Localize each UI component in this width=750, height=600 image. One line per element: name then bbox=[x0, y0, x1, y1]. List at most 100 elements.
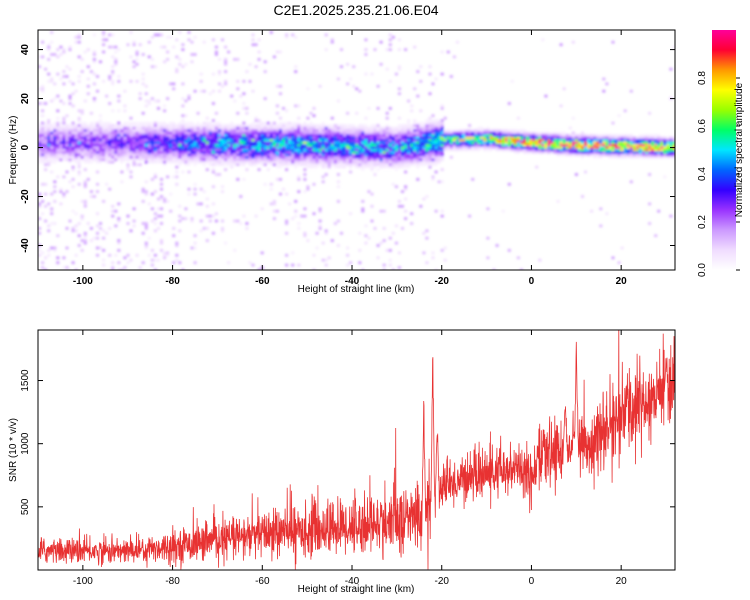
heatmap-cell bbox=[550, 134, 554, 137]
heatmap-cell bbox=[175, 183, 179, 186]
heatmap-cell bbox=[663, 175, 667, 179]
heatmap-cell bbox=[455, 141, 459, 144]
heatmap-cell bbox=[645, 148, 648, 152]
heatmap-cell bbox=[62, 151, 66, 154]
heatmap-cell bbox=[312, 212, 316, 215]
heatmap-cell bbox=[193, 89, 197, 93]
heatmap-cell bbox=[352, 153, 356, 157]
heatmap-cell bbox=[144, 151, 148, 154]
heatmap-cell bbox=[242, 163, 246, 166]
heatmap-cell bbox=[410, 143, 414, 147]
heatmap-cell bbox=[419, 158, 423, 162]
heatmap-cell bbox=[105, 134, 109, 137]
heatmap-cell bbox=[105, 160, 109, 164]
heatmap-cell bbox=[193, 153, 197, 157]
heatmap-cell bbox=[92, 195, 96, 198]
heatmap-cell bbox=[275, 178, 279, 181]
heatmap-cell bbox=[303, 136, 307, 140]
heatmap-cell bbox=[86, 65, 90, 68]
heatmap-cell bbox=[416, 153, 420, 157]
heatmap-cell bbox=[602, 138, 606, 142]
heatmap-cell bbox=[178, 261, 182, 264]
heatmap-cell bbox=[651, 156, 655, 159]
heatmap-cell bbox=[272, 156, 276, 159]
heatmap-cell bbox=[175, 138, 179, 142]
heatmap-cell bbox=[373, 143, 377, 147]
heatmap-cell bbox=[489, 136, 493, 140]
heatmap-cell bbox=[135, 153, 139, 157]
heatmap-cell bbox=[446, 50, 450, 54]
heatmap-cell bbox=[160, 124, 163, 127]
heatmap-cell bbox=[83, 146, 87, 149]
heatmap-cell bbox=[523, 134, 526, 137]
heatmap-cell bbox=[163, 129, 167, 132]
heatmap-cell bbox=[355, 148, 359, 152]
heatmap-cell bbox=[391, 143, 395, 147]
heatmap-cell bbox=[178, 134, 182, 137]
heatmap-cell bbox=[254, 134, 258, 137]
heatmap-cell bbox=[111, 70, 115, 73]
heatmap-cell bbox=[242, 158, 246, 162]
heatmap-cell bbox=[556, 138, 560, 142]
heatmap-cell bbox=[86, 143, 90, 147]
heatmap-cell bbox=[38, 217, 41, 220]
heatmap-cell bbox=[196, 158, 200, 162]
heatmap-cell bbox=[135, 143, 139, 147]
heatmap-cell bbox=[224, 146, 228, 149]
heatmap-cell bbox=[361, 156, 365, 159]
heatmap-cell bbox=[626, 153, 630, 157]
heatmap-cell bbox=[92, 58, 96, 61]
heatmap-cell bbox=[413, 136, 417, 140]
heatmap-cell bbox=[422, 129, 426, 132]
heatmap-cell bbox=[361, 165, 365, 169]
heatmap-cell bbox=[364, 160, 368, 164]
heatmap-cell bbox=[346, 112, 350, 115]
heatmap-cell bbox=[120, 124, 124, 127]
heatmap-cell bbox=[385, 249, 389, 252]
heatmap-cell bbox=[648, 148, 652, 152]
heatmap-cell bbox=[608, 138, 612, 142]
heatmap-cell bbox=[147, 158, 151, 162]
heatmap-cell bbox=[68, 219, 72, 223]
snr-x-tick-label: -20 bbox=[435, 576, 450, 587]
heatmap-cell bbox=[370, 148, 374, 152]
heatmap-cell bbox=[172, 87, 176, 91]
heatmap-cell bbox=[382, 136, 386, 140]
heatmap-cell bbox=[53, 146, 57, 149]
heatmap-cell bbox=[163, 131, 167, 135]
heatmap-cell bbox=[245, 126, 249, 130]
heatmap-cell bbox=[440, 124, 444, 127]
heatmap-cell bbox=[221, 129, 224, 132]
heatmap-cell bbox=[138, 131, 142, 135]
heatmap-cell bbox=[401, 129, 404, 132]
heatmap-cell bbox=[117, 148, 121, 152]
heatmap-cell bbox=[285, 219, 289, 223]
heatmap-cell bbox=[193, 143, 197, 147]
heatmap-cell bbox=[419, 153, 423, 157]
heatmap-cell bbox=[361, 151, 365, 154]
heatmap-cell bbox=[394, 163, 398, 166]
heatmap-cell bbox=[416, 158, 420, 162]
heatmap-cell bbox=[361, 136, 365, 140]
heatmap-cell bbox=[251, 153, 255, 157]
heatmap-cell bbox=[242, 178, 246, 181]
heatmap-cell bbox=[285, 138, 289, 142]
heatmap-cell bbox=[574, 148, 578, 152]
heatmap-cell bbox=[416, 160, 420, 164]
heatmap-cell bbox=[340, 48, 343, 51]
heatmap-cell bbox=[440, 156, 444, 159]
heatmap-cell bbox=[181, 126, 185, 130]
heatmap-cell bbox=[315, 156, 319, 159]
heatmap-cell bbox=[370, 151, 374, 154]
heatmap-cell bbox=[202, 143, 206, 147]
heatmap-cell bbox=[150, 158, 154, 162]
heatmap-cell bbox=[593, 141, 597, 144]
heatmap-cell bbox=[327, 151, 331, 154]
heatmap-cell bbox=[306, 148, 310, 152]
heatmap-cell bbox=[297, 104, 301, 108]
heatmap-cell bbox=[352, 151, 356, 154]
heatmap-cell bbox=[309, 136, 313, 140]
heatmap-cell bbox=[169, 209, 173, 213]
heatmap-cell bbox=[47, 58, 51, 61]
heatmap-cell bbox=[214, 143, 218, 147]
